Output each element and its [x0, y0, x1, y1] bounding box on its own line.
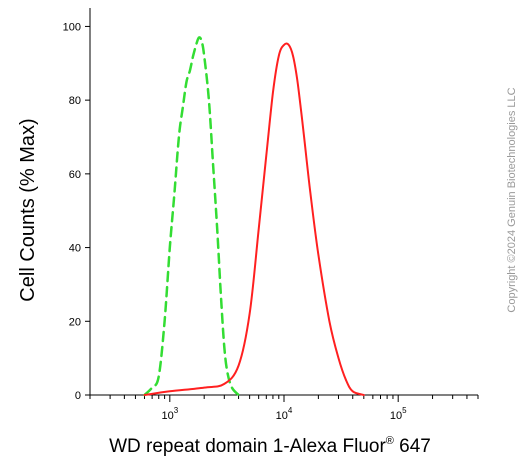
y-tick-label: 100 [63, 21, 81, 33]
x-tick-label: 103 [161, 406, 178, 422]
x-axis-title: WD repeat domain 1-Alexa Fluor® 647 [109, 435, 431, 457]
x-ticks: 103 104 105 [89, 395, 479, 422]
y-tick-label: 80 [69, 95, 81, 107]
x-tick-label-base: 10 [161, 410, 173, 422]
y-tick-label: 40 [69, 243, 81, 255]
y-tick-label: 0 [75, 390, 81, 402]
x-tick-label: 104 [276, 406, 293, 422]
x-tick-label-exp: 4 [288, 406, 293, 415]
y-axis-title: Cell Counts (% Max) [17, 118, 39, 301]
control-histogram-line [143, 36, 240, 397]
series-group [143, 36, 365, 397]
y-ticks: 0 20 40 60 80 100 [63, 21, 90, 402]
y-tick-label: 60 [69, 169, 81, 181]
x-axis-title-tail: 647 [394, 436, 431, 457]
y-tick-label: 20 [69, 316, 81, 328]
x-tick-label-base: 10 [390, 410, 402, 422]
x-axis-title-main: WD repeat domain 1-Alexa Fluor [109, 436, 386, 457]
x-tick-label-exp: 3 [174, 406, 179, 415]
x-tick-label-base: 10 [276, 410, 288, 422]
sample-histogram-line [143, 42, 365, 396]
copyright-watermark: Copyright ©2024 Genuin Biotechnologies L… [506, 87, 518, 312]
x-tick-label-exp: 5 [402, 406, 407, 415]
x-axis-title-sup: ® [386, 435, 394, 447]
x-tick-label: 105 [390, 406, 407, 422]
